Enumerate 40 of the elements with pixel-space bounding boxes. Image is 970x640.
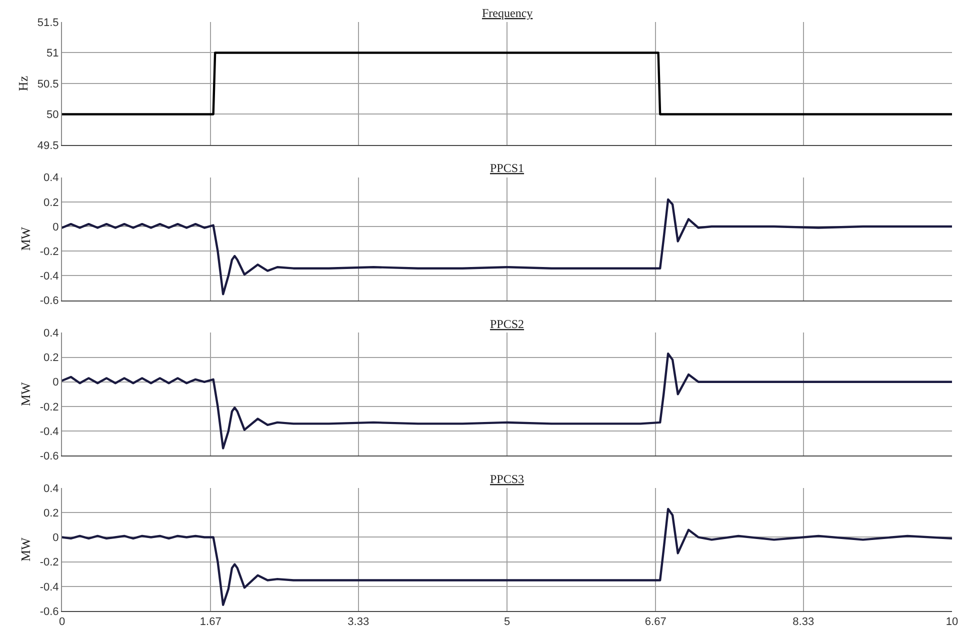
y-tick-label: 0.4 (44, 482, 59, 495)
y-axis-title: Hz (15, 76, 30, 92)
y-tick-label: 51 (46, 48, 59, 60)
chart-title: PPCS3 (490, 472, 524, 486)
x-tick-label: 1.67 (200, 616, 222, 628)
y-tick-label: 49.5 (37, 140, 59, 152)
y-tick-label: -0.4 (40, 426, 59, 438)
y-tick-label: 0 (52, 376, 59, 389)
x-tick-label: 10 (946, 616, 958, 628)
y-tick-label: 0 (52, 221, 59, 234)
x-tick-label: 5 (504, 616, 510, 628)
y-tick-label: 50 (46, 109, 59, 122)
y-tick-label: 0.2 (44, 352, 59, 364)
x-tick-label: 6.67 (644, 616, 666, 628)
y-tick-label: -0.4 (40, 270, 59, 283)
chart-title: PPCS2 (490, 317, 524, 331)
x-tick-label: 3.33 (348, 616, 370, 628)
y-tick-label: 0.4 (44, 328, 59, 340)
y-tick-label: -0.2 (40, 556, 59, 569)
y-tick-label: -0.6 (40, 295, 59, 308)
y-axis-title: MW (18, 382, 33, 406)
y-tick-label: -0.2 (40, 401, 59, 414)
y-tick-label: -0.6 (40, 450, 59, 462)
y-tick-label: 51.5 (37, 16, 59, 29)
y-tick-label: -0.4 (40, 581, 59, 594)
line-series (62, 508, 952, 606)
y-tick-label: 0 (52, 532, 59, 544)
chart-title: PPCS1 (490, 161, 524, 175)
y-tick-label: -0.2 (40, 246, 59, 258)
y-axis-title: MW (18, 226, 33, 251)
y-tick-label: 0.2 (44, 196, 59, 209)
y-tick-label: 0.2 (44, 507, 59, 520)
y-tick-label: 0.4 (44, 172, 59, 184)
line-series (62, 198, 952, 296)
y-axis-title: MW (18, 536, 33, 562)
chart-title: Frequency (482, 6, 533, 20)
y-tick-label: -0.6 (40, 606, 59, 618)
y-tick-label: 50.5 (37, 78, 59, 90)
line-series (62, 352, 952, 450)
x-tick-label: 8.33 (792, 616, 814, 628)
